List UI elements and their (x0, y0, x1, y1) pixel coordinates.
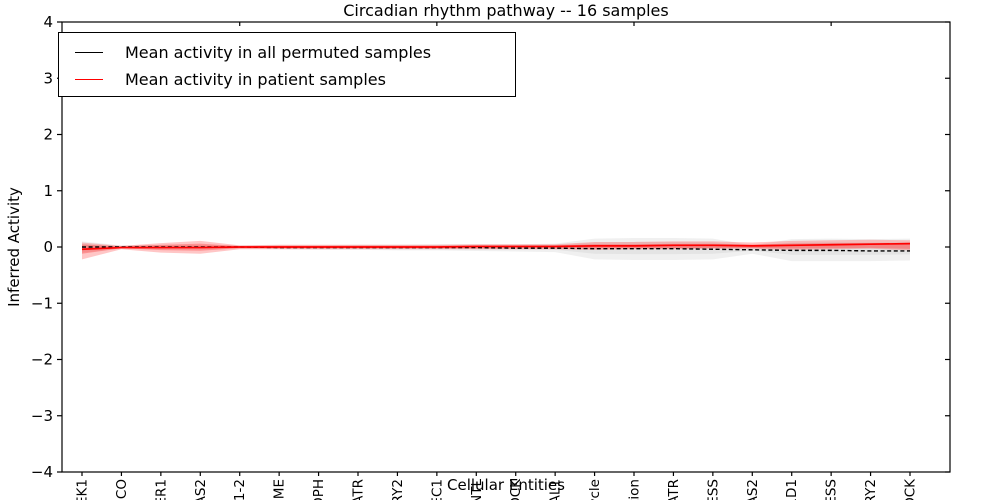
legend: Mean activity in all permuted samples Me… (58, 32, 516, 97)
x-tick-label: ARNTL (469, 479, 485, 500)
y-tick-label: 2 (43, 126, 53, 144)
y-tick-label: 1 (43, 182, 53, 200)
legend-item-permuted: Mean activity in all permuted samples (75, 39, 515, 66)
legend-line-sample-patient (75, 79, 103, 80)
x-tick-label: CRY2 (390, 479, 406, 500)
y-tick-label: 4 (43, 13, 53, 31)
x-tick-label: PER1/TIMELESS (705, 479, 721, 500)
x-tick-label: NR1D1 (784, 479, 800, 500)
permuted-band-outer (82, 238, 910, 262)
permuted-mean-line (82, 246, 910, 252)
x-tick-label: BMAL1/CLOCK (903, 478, 919, 500)
y-tick-label: 0 (43, 238, 53, 256)
patient-mean-line (81, 242, 911, 251)
y-tick-label: −3 (31, 407, 53, 425)
x-tick-label: TIMELESS (824, 479, 840, 500)
x-tick-label: DEC1/BMAL1 (548, 479, 564, 500)
x-tick-label: PER1 (153, 479, 169, 500)
legend-label-patient: Mean activity in patient samples (125, 69, 386, 89)
legend-label-permuted: Mean activity in all permuted samples (125, 42, 432, 62)
y-tick-label: −2 (31, 351, 53, 369)
x-tick-label: PER1-2 / CRY1-2 (232, 479, 248, 500)
y-tick-label: 3 (43, 69, 53, 87)
y-axis-label: Inferred Activity (5, 187, 23, 307)
x-tick-label: S phase of mitotic cell cycle (587, 479, 603, 500)
x-tick-label: ATR (351, 479, 367, 500)
x-tick-label: DEC1 (429, 479, 445, 500)
x-tick-label: TIMELESS/CHEK1/ATR (666, 479, 682, 500)
legend-item-patient: Mean activity in patient samples (75, 66, 515, 93)
legend-line-sample-permuted (75, 52, 103, 53)
x-axis-label: Cellular Entities (447, 476, 565, 494)
x-tick-label: mol:HEME (272, 479, 288, 500)
x-tick-label: BMAL/CLOCK/NPAS2 (745, 479, 761, 500)
x-tick-label: mol:CO (114, 479, 130, 500)
y-tick-label: −4 (31, 463, 53, 481)
x-tick-label: chromatin modification (627, 479, 643, 500)
chart-title: Circadian rhythm pathway -- 16 samples (343, 1, 669, 20)
y-tick-label: −1 (31, 294, 53, 312)
x-tick-label: mol:NADPH (311, 479, 327, 500)
x-tick-label: CHEK1 (75, 479, 91, 500)
x-tick-label: TIMELESS/CRY2 (863, 479, 879, 500)
x-tick-label: NPAS2 (193, 479, 209, 500)
x-tick-label: CLOCK (508, 478, 524, 500)
